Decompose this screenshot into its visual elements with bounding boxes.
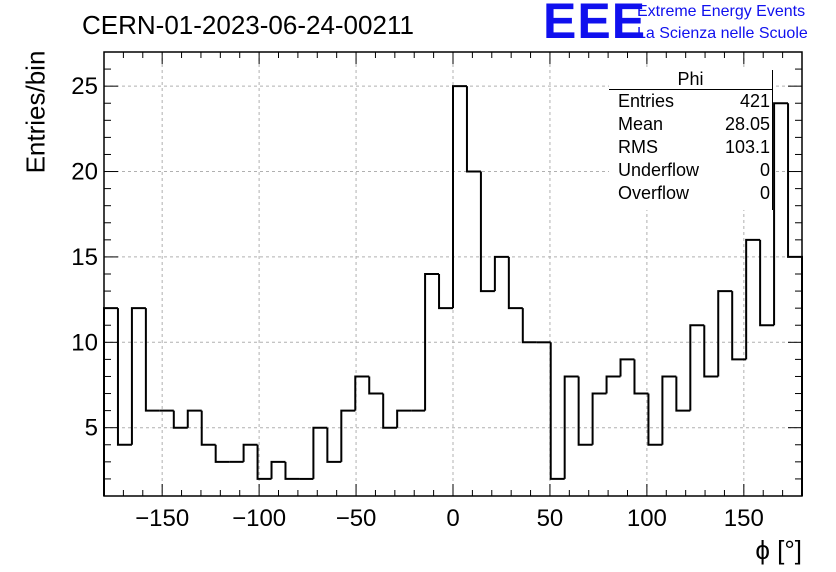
y-tick-label: 15: [71, 244, 98, 271]
histogram-bin: [591, 392, 607, 445]
histogram-bin: [312, 426, 328, 479]
histogram-bin: [326, 427, 342, 463]
x-tick-label: −100: [232, 505, 286, 532]
histogram-bin: [172, 410, 188, 429]
y-tick-label: 5: [85, 415, 98, 442]
x-axis-label: ϕ [°]: [755, 535, 802, 565]
stats-value: 103.1: [724, 137, 770, 157]
histogram-bin: [396, 409, 412, 428]
y-tick-label: 20: [71, 159, 98, 186]
stats-box-title: Phi: [609, 70, 772, 90]
stats-label: Mean: [618, 114, 664, 134]
histogram-bin: [256, 444, 272, 480]
histogram-bin: [479, 171, 495, 293]
stats-row-underflow: Underflow 0: [609, 159, 772, 182]
histogram-bin: [340, 409, 356, 462]
histogram-bin: [242, 443, 258, 462]
histogram-bin: [284, 461, 300, 480]
y-tick-label: 10: [71, 329, 98, 356]
histogram-bin: [647, 393, 663, 446]
x-tick-label: 150: [724, 505, 764, 532]
stats-value: 0: [759, 160, 770, 180]
histogram-bin: [493, 255, 509, 292]
histogram-bin: [354, 375, 370, 411]
tick-marks: [103, 52, 803, 496]
histogram-bin: [619, 358, 635, 377]
histogram-bin: [424, 273, 440, 411]
histogram-bin: [605, 375, 621, 394]
histogram-bin: [759, 239, 775, 327]
stats-value: 421: [739, 91, 770, 111]
x-tick-label: 50: [537, 505, 564, 532]
x-tick-label: −150: [135, 505, 189, 532]
histogram-bin: [507, 256, 523, 310]
histogram-bin: [116, 308, 132, 446]
histogram-bin: [214, 444, 230, 463]
histogram-bin: [745, 238, 761, 360]
histogram-bin: [368, 376, 384, 395]
eee-logo: EEE: [543, 0, 647, 49]
x-tick-label: −50: [336, 505, 377, 532]
stats-row-entries: Entries 421: [609, 90, 772, 113]
eee-logo-line-1: Extreme Energy Events: [637, 3, 806, 20]
stats-label: Entries: [618, 91, 675, 111]
histogram-bin: [717, 290, 733, 377]
histogram-bin: [521, 308, 537, 344]
stats-value: 28.05: [724, 114, 770, 134]
histogram-bin: [661, 375, 677, 445]
histogram-bin: [787, 103, 803, 496]
histogram-bin: [675, 376, 691, 412]
y-axis-label: Entries/bin: [20, 50, 51, 174]
histogram-bin: [731, 291, 747, 361]
histogram-bin: [130, 307, 146, 445]
stats-label: RMS: [618, 137, 658, 157]
histogram-bin: [465, 86, 481, 173]
x-tick-label: 0: [446, 505, 459, 532]
stats-row-rms: RMS 103.1: [609, 136, 772, 159]
stats-box: Phi Entries 421 Mean 28.05 RMS 103.1 Und…: [609, 70, 773, 210]
histogram-bin: [563, 375, 579, 479]
run-title: CERN-01-2023-06-24-00211: [82, 10, 414, 40]
y-tick-label: 25: [71, 73, 98, 100]
eee-logo-line-2: La Scienza nelle Scuole: [637, 25, 808, 42]
stats-value: 0: [759, 183, 770, 203]
histogram-bin: [200, 410, 216, 446]
histogram-bin: [438, 274, 453, 310]
histogram-bin: [382, 393, 398, 429]
stats-row-overflow: Overflow 0: [609, 182, 772, 205]
histogram-bin: [270, 460, 286, 479]
histogram-series: [103, 85, 803, 496]
x-tick-label: 100: [627, 505, 667, 532]
histogram-bin: [703, 325, 719, 378]
histogram-bin: [773, 102, 789, 326]
stats-label: Overflow: [618, 183, 690, 203]
histogram-bin: [144, 308, 160, 412]
stats-label: Underflow: [618, 160, 700, 180]
histogram-bin: [186, 409, 202, 428]
histogram-bin: [549, 342, 565, 480]
histogram-bin: [689, 324, 705, 411]
histogram-bin: [633, 359, 649, 395]
stats-row-mean: Mean 28.05: [609, 113, 772, 136]
tick-labels: −150 −100 −50 0 50 100 150 5 10 15 20 25: [71, 73, 764, 532]
histogram-bin: [577, 376, 593, 446]
histogram-bin: [103, 307, 118, 496]
histogram-bin: [452, 85, 467, 309]
